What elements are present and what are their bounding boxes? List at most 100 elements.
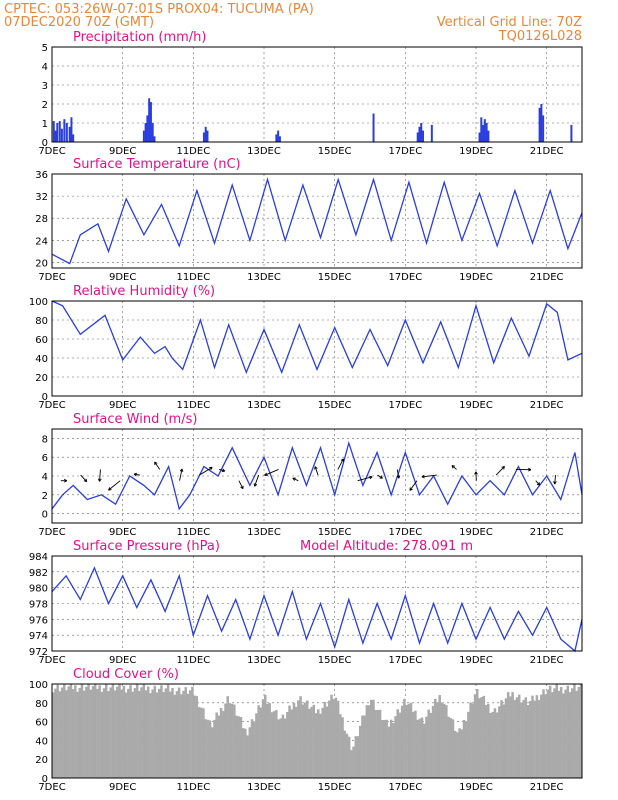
x-tick-label: 7DEC [38,146,65,157]
cloud-bar [199,707,203,778]
cloud-bar [277,719,280,778]
cloud-bar [177,687,181,778]
cloud-bar [478,698,481,778]
y-tick-label: 20 [35,258,48,269]
cloud-bar [323,701,327,778]
wind-vector [421,474,437,478]
cloud-bar [294,706,298,778]
y-tick-label: 976 [29,615,48,626]
x-tick-label: 13DEC [247,527,281,538]
cloud-bar [403,698,406,778]
cloud-bar [495,712,499,778]
cloud-bar [213,719,216,778]
cloud-bar [506,692,510,778]
x-tick-label: 19DEC [459,272,493,283]
cloud-bar [462,720,466,778]
cloud-bar [573,684,576,778]
cloud-bar [336,700,340,778]
cloud-bar [169,691,172,778]
header-line1-left: CPTEC: 053:26W-07:01S PROX04: TUCUMA (PA… [4,2,314,17]
cloud-bar [127,688,130,778]
cloud-bar [358,725,362,778]
wind-vector [264,469,279,476]
cloud-bar [440,702,444,778]
wind-vector-head [369,475,373,480]
cloud-bar [363,715,366,778]
y-tick-label: 3 [42,81,48,92]
cloud-bar [553,688,556,778]
wind-vector-head [292,477,296,481]
precip-bar [420,123,423,142]
x-tick-label: 7DEC [38,400,65,411]
cloud-bar [544,694,547,778]
precip-bar [206,130,209,142]
cloud-bar [65,690,68,778]
cloud-bar [515,697,519,778]
cloud-bar [484,705,488,778]
cloud-bar [96,688,99,778]
cloud-bar [158,688,161,778]
panel-frame [51,428,583,524]
cloud-bar [109,687,112,778]
cloud-bar [211,727,214,778]
wind-vector-head [536,482,541,486]
cloud-bar [396,709,400,778]
x-tick-label: 15DEC [318,527,352,538]
cloud-bar [447,716,450,778]
x-tick-label: 17DEC [388,400,422,411]
y-tick-label: 984 [29,552,48,563]
precip-bar [70,117,73,142]
cloud-bar [98,685,101,778]
cloud-bar [204,719,207,778]
cloud-bar [71,689,75,778]
panel-frame [51,46,583,143]
precip-bar [58,121,61,142]
cloud-bar [149,693,152,778]
x-tick-label: 19DEC [459,527,493,538]
cloud-bar [303,702,307,778]
cloud-bar [407,703,411,778]
cloud-bar [445,705,448,778]
cloud-bar [122,685,126,778]
cloud-bar [493,708,497,778]
cloud-bar [264,694,267,778]
cloud-bar [502,704,506,778]
cloud-bar [509,696,512,778]
cloud-bar [52,692,55,778]
cloud-bar [500,700,503,778]
y-tick-label: 80 [35,316,48,327]
cloud-bar [491,711,494,778]
cloud-bar [347,736,351,778]
precip-bar [63,119,66,142]
cloud-bar [354,736,358,778]
precip-bar [418,126,421,142]
cloud-bar [228,703,232,778]
y-tick-label: 60 [35,718,48,729]
wind-vector [254,474,260,487]
precip-bar [540,104,543,142]
cloud-bar [458,728,461,778]
cloud-bar [321,707,324,778]
cloud-bar [133,688,137,778]
cloud-bar [365,705,369,778]
cloud-bar [575,690,578,778]
cloud-bar [63,684,66,778]
cloud-bar [93,684,97,778]
cloud-bar [513,699,517,778]
cloud-bar [224,703,227,778]
cloud-bar [255,713,258,778]
y-tick-label: 0 [42,510,48,521]
cloud-bar [275,710,278,778]
x-tick-label: 21DEC [530,272,564,283]
panel-frame [51,555,583,652]
x-tick-label: 15DEC [318,272,352,283]
cloud-bar [471,703,475,778]
precip-bar [142,130,145,142]
cloud-bar [107,691,110,778]
cloud-bar [89,689,93,778]
cloud-bar [570,688,574,778]
cloud-bar [352,746,355,778]
y-tick-label: 2 [42,100,48,111]
panel-title: Surface Wind (m/s) [73,412,197,427]
y-tick-label: 982 [29,568,48,579]
